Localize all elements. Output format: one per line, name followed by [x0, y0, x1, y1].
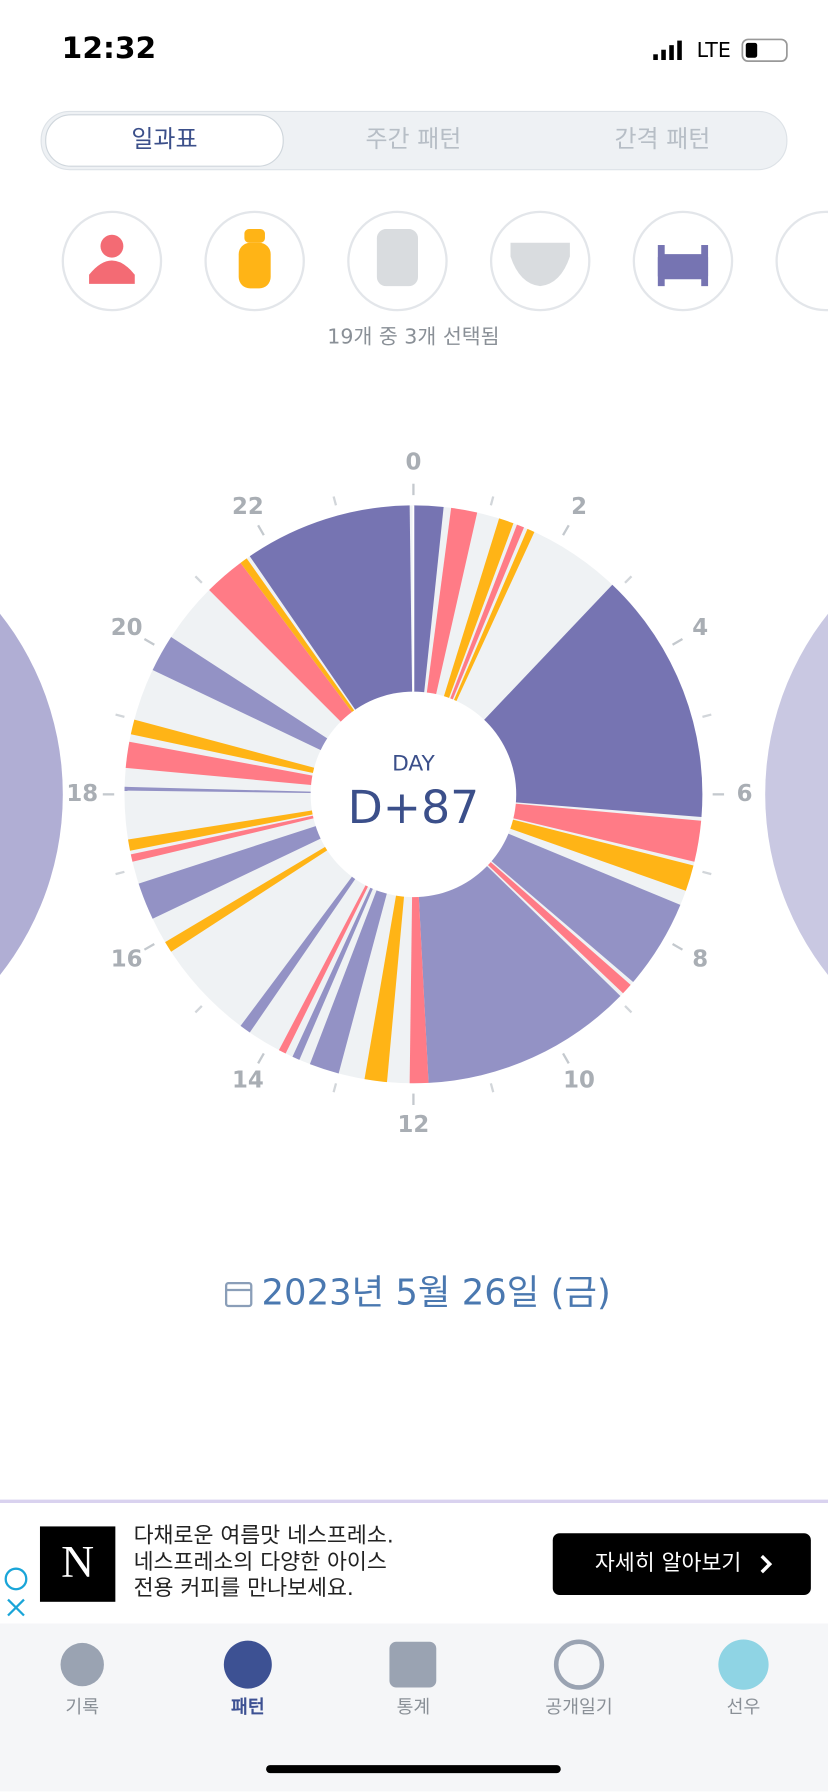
ad-text: 전용 커피를 만나보세요. [134, 1576, 354, 1601]
signal [653, 40, 682, 61]
center-value: D+87 [348, 781, 480, 834]
nav-label[interactable]: 공개일기 [545, 1697, 612, 1718]
minor-tick [702, 713, 712, 719]
minor-tick [332, 496, 338, 506]
filter-more[interactable] [775, 210, 828, 312]
ad-text: 다채로운 여름맛 네스프레소. [134, 1524, 394, 1549]
date[interactable]: 2023년 5월 26일 (금) [262, 1273, 611, 1314]
hour-label: 18 [66, 781, 98, 807]
nav-label[interactable]: 패턴 [231, 1697, 265, 1718]
hour-label: 20 [111, 615, 143, 641]
nav-icon[interactable] [718, 1639, 769, 1690]
hour-tick [143, 942, 155, 951]
center-caption: DAY [392, 752, 435, 777]
ad-info[interactable] [4, 1567, 28, 1591]
minor-tick [194, 1005, 203, 1014]
ad-button[interactable] [552, 1533, 811, 1595]
minor-tick [194, 575, 203, 584]
tab[interactable]: 주간 패턴 [366, 125, 462, 153]
minor-tick [115, 713, 125, 719]
ad-logo-mark: N [61, 1536, 94, 1587]
nav-label[interactable]: 선우 [727, 1697, 761, 1718]
ad-button-label[interactable]: 자세히 알아보기 [595, 1551, 742, 1576]
ad-text: 네스프레소의 다양한 아이스 [134, 1550, 387, 1575]
nav-icon[interactable] [223, 1640, 272, 1689]
hour-label: 4 [692, 615, 708, 641]
ad-chevron [760, 1554, 773, 1574]
minor-tick [332, 1083, 338, 1093]
battery [741, 38, 788, 63]
prev-day[interactable] [0, 503, 63, 1085]
nav-label[interactable]: 기록 [65, 1697, 99, 1718]
calendar-icon [224, 1282, 253, 1308]
hour-tick [143, 638, 155, 646]
filter-caption: 19개 중 3개 선택됨 [327, 325, 499, 349]
minor-tick [115, 870, 125, 876]
center-hole [310, 691, 517, 898]
hour-label: 2 [571, 494, 587, 520]
ad-logo [39, 1526, 116, 1602]
nav-label[interactable]: 통계 [397, 1697, 431, 1718]
tab[interactable]: 간격 패턴 [614, 125, 710, 153]
hour-tick [562, 524, 570, 536]
hour-label: 8 [692, 946, 708, 972]
next-day[interactable] [765, 503, 828, 1085]
minor-tick [702, 870, 712, 876]
hour-tick [562, 1052, 570, 1064]
ad-close[interactable] [7, 1598, 25, 1617]
hour-label: 0 [405, 450, 421, 476]
hour-tick [257, 1052, 265, 1064]
tab-active[interactable] [45, 114, 284, 167]
minor-tick [489, 496, 495, 506]
minor-tick [489, 1083, 495, 1093]
hour-label: 12 [398, 1112, 430, 1138]
hour-tick [671, 638, 684, 646]
hour-tick [257, 524, 265, 536]
minor-tick [624, 1005, 633, 1014]
home-indicator [266, 1765, 561, 1774]
battery-level [745, 42, 758, 58]
status-time: 12:32 [62, 31, 157, 66]
nav-icon[interactable] [553, 1639, 605, 1690]
filter-icons [61, 210, 828, 312]
hour-label: 22 [232, 494, 264, 520]
nav-icon[interactable] [389, 1641, 437, 1688]
nav-icon[interactable] [60, 1642, 104, 1687]
hour-label: 14 [232, 1068, 264, 1094]
clock: DAY D+87 0 2 4 6 8 10 12 14 16 18 20 22 [66, 450, 752, 1138]
minor-tick [624, 575, 633, 584]
hour-label: 6 [737, 781, 753, 807]
hour-label: 10 [563, 1068, 595, 1094]
hour-tick [671, 942, 684, 951]
status-network: LTE [697, 38, 731, 62]
tab[interactable]: 일과표 [131, 125, 197, 153]
hour-label: 16 [111, 946, 143, 972]
